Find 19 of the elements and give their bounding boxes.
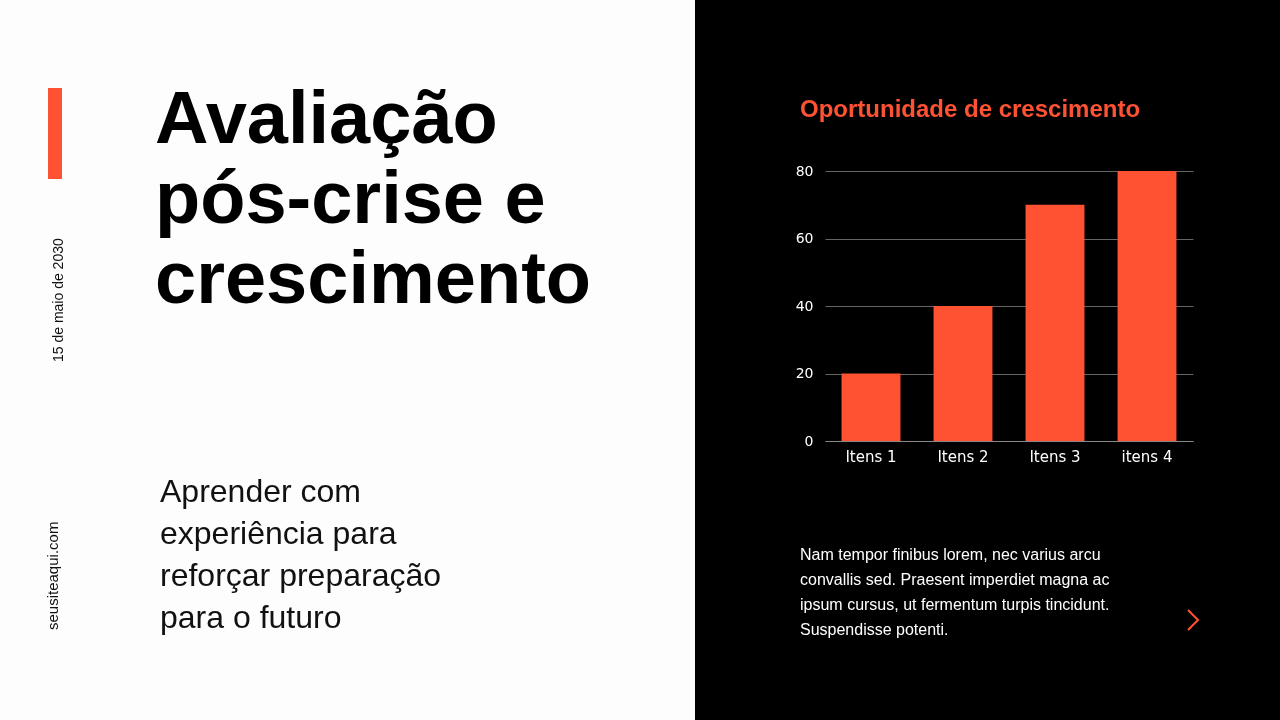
y-tick-label: 80 [795, 162, 814, 179]
x-tick-label: Itens 2 [937, 447, 989, 466]
text: seusiteaqui.com [44, 521, 61, 630]
text: 15 de maio de 2030 [50, 238, 66, 362]
text: Nam tempor finibus lorem, nec varius arcu convallis sed. Praesent imperdiet magna ac ipsum cursus, ut fermentum turpis tincidunt. Suspendisse potenti. [800, 545, 1111, 640]
text: Avaliação pós-crise e crescimento [155, 76, 592, 319]
y-tick-label: 20 [795, 365, 814, 381]
bar [933, 306, 993, 441]
x-tick-label: Itens 1 [845, 447, 897, 466]
y-tick-label: 60 [795, 230, 814, 246]
bar [1025, 204, 1085, 441]
x-tick-label: itens 4 [1121, 447, 1173, 466]
y-tick-label: 0 [804, 432, 814, 449]
bar [1117, 171, 1177, 441]
text: Aprender com experiência para reforçar preparação para o futuro [160, 472, 443, 637]
chart-title: Oportunidade de crescimento [800, 95, 1141, 122]
x-tick-label: Itens 3 [1029, 447, 1081, 466]
bar [841, 373, 901, 441]
y-tick-label: 40 [795, 297, 814, 314]
